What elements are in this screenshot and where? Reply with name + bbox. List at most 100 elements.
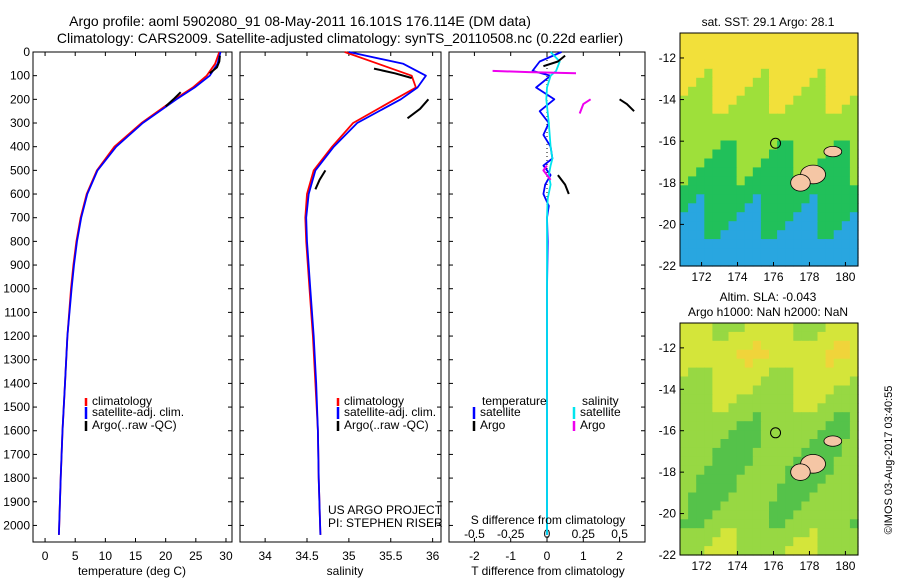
x-tick-label: 15: [129, 549, 143, 563]
map-cell: [817, 104, 827, 115]
map-cell: [801, 323, 811, 333]
map-cell: [728, 33, 738, 43]
map-cell: [680, 510, 689, 520]
map-cell: [833, 221, 843, 231]
map-cell: [752, 33, 762, 43]
map-cell: [760, 77, 770, 88]
map-cell: [744, 140, 754, 151]
map-cell: [744, 456, 754, 467]
map-cell: [720, 77, 730, 88]
map-cell: [849, 86, 859, 97]
map-cell: [849, 248, 859, 258]
map-cell: [801, 537, 811, 547]
map-cell: [688, 421, 697, 431]
map-cell: [720, 221, 730, 231]
map-cell: [760, 537, 770, 547]
map-cell: [712, 465, 722, 476]
map-cell: [688, 176, 697, 186]
map-cell: [704, 203, 713, 213]
y-tick-label: 700: [10, 211, 30, 225]
map-cell: [744, 358, 754, 369]
map-cell: [801, 203, 811, 213]
map-cell: [752, 510, 762, 520]
map-cell: [728, 158, 738, 169]
map-cell: [744, 113, 754, 124]
map-cell: [777, 158, 786, 169]
map-cell: [785, 439, 794, 449]
map-cell: [744, 331, 754, 342]
map-cell: [680, 537, 689, 547]
map-cell: [777, 149, 786, 160]
map-cell: [849, 403, 859, 413]
x-tick-label: 35.5: [379, 549, 403, 563]
map-cell: [785, 394, 794, 404]
map-cell: [809, 239, 819, 249]
map-cell: [720, 456, 730, 467]
map-cell: [736, 203, 746, 213]
map-cell: [769, 212, 778, 222]
map-cell: [769, 465, 778, 476]
map-cell: [777, 447, 786, 458]
map-cell: [680, 176, 689, 186]
map-cell: [720, 167, 730, 177]
map-cell: [680, 394, 689, 404]
map-cell: [777, 167, 786, 177]
map-cell: [785, 167, 794, 177]
map-cell: [688, 447, 697, 458]
map-cell: [809, 323, 819, 333]
map-cell: [841, 158, 851, 169]
map-cell: [825, 430, 835, 440]
map-cell: [809, 492, 819, 502]
map-cell: [793, 385, 802, 395]
map-cell: [720, 510, 730, 520]
map-cell: [809, 412, 819, 422]
map-cell: [760, 510, 770, 520]
map-cell: [793, 248, 802, 258]
map-cell: [704, 104, 713, 115]
difference-legend: temperature salinity satellite Argo sate…: [472, 394, 621, 432]
map-cell: [720, 546, 730, 556]
map-cell: [777, 331, 786, 342]
y-tick-label: 1200: [3, 329, 30, 343]
map-cell: [696, 376, 705, 386]
x-tick-label-salinity: -0.25: [497, 527, 525, 541]
map-cell: [793, 68, 802, 79]
map-cell: [801, 221, 811, 231]
map-cell: [704, 528, 713, 538]
map-cell: [704, 323, 713, 333]
series-line: [209, 55, 221, 75]
map-cell: [720, 528, 730, 538]
map-cell: [785, 239, 794, 249]
map-cell: [728, 59, 738, 70]
map-cell: [696, 149, 705, 160]
map-cell: [777, 230, 786, 240]
map-cell: [849, 323, 859, 333]
map-cell: [841, 257, 851, 267]
map-cell: [704, 456, 713, 467]
map-cell: [712, 376, 722, 386]
map-cell: [785, 385, 794, 395]
map-cell: [680, 465, 689, 476]
map-cell: [849, 131, 859, 142]
map-cell: [769, 158, 778, 169]
map-cell: [849, 122, 859, 133]
map-cell: [688, 439, 697, 449]
map-cell: [744, 537, 754, 547]
map-cell: [728, 430, 738, 440]
map-cell: [777, 358, 786, 369]
map-cell: [785, 519, 794, 529]
map-cell: [825, 230, 835, 240]
map-cell: [785, 68, 794, 79]
map-cell: [696, 42, 705, 52]
map-cell: [736, 537, 746, 547]
map-cell: [841, 176, 851, 186]
x-tick-label: 5: [72, 549, 79, 563]
map-cell: [833, 323, 843, 333]
map-cell: [833, 239, 843, 249]
map-cell: [752, 376, 762, 386]
map-cell: [688, 528, 697, 538]
x-tick-label: 25: [189, 549, 203, 563]
map-cell: [712, 131, 722, 142]
map-cell: [688, 50, 697, 61]
map-cell: [680, 203, 689, 213]
